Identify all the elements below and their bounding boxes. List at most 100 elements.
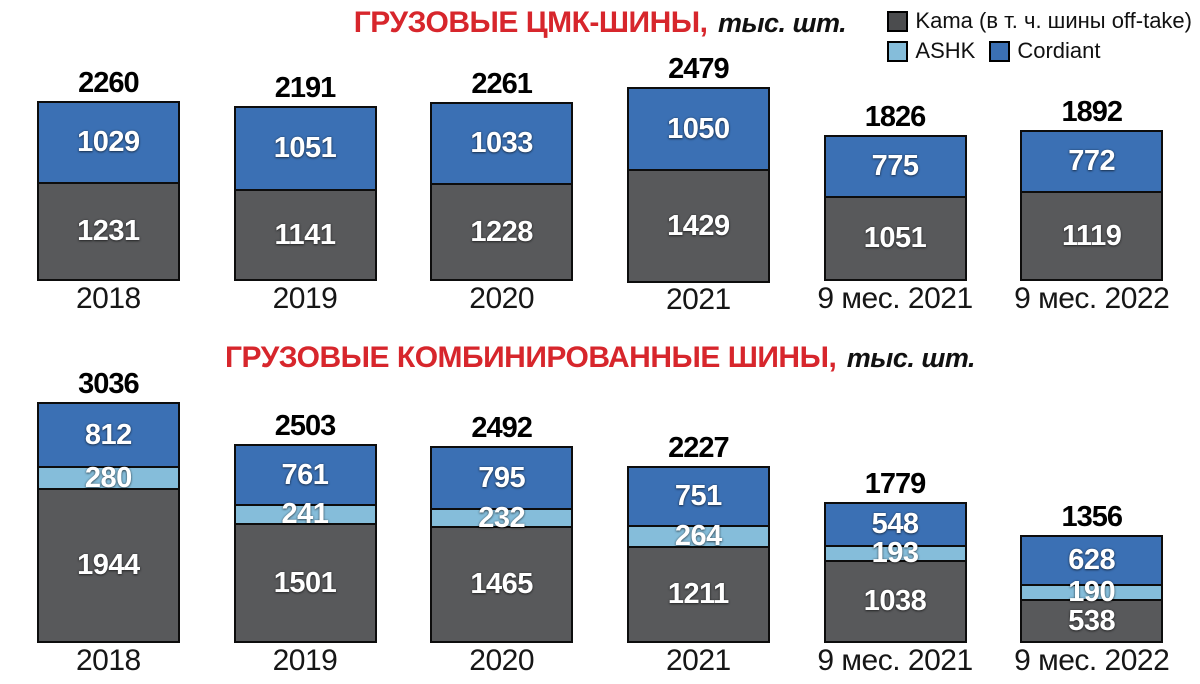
segment-cordiant: 1033 — [431, 103, 573, 184]
bar-total-label: 2503 — [274, 410, 337, 442]
stacked-bar: 751 264 1211 — [626, 466, 770, 643]
segment-kama: 1119 — [1021, 192, 1163, 280]
stacked-bar: 772 1119 — [1020, 130, 1164, 281]
legend-row-1: Kama (в т. ч. шины off-take) — [887, 8, 1192, 34]
segment-ashk: 232 — [431, 503, 573, 532]
segment-value: 775 — [871, 150, 919, 182]
chart1-title: ГРУЗОВЫЕ ЦМК-ШИНЫ, тыс. шт. — [0, 6, 1200, 45]
segment-cordiant: 812 — [37, 403, 179, 467]
stacked-bar: 775 1051 — [823, 135, 967, 281]
segment-value: 1465 — [470, 568, 533, 600]
segment-kama: 1211 — [627, 547, 769, 642]
bar-total-label: 2261 — [471, 68, 533, 100]
stacked-bar: 761 241 1501 — [233, 444, 377, 643]
segment-value: 812 — [84, 418, 132, 451]
x-axis-label: 2018 — [75, 644, 141, 677]
segment-value: 1228 — [470, 215, 533, 248]
legend-item-kama: Kama (в т. ч. шины off-take) — [887, 8, 1192, 34]
chart-combined-tires: 3036 812 280 1944 2018 2503 761 241 1501 2019 2492… — [10, 365, 1190, 679]
chart2-title-text: ГРУЗОВЫЕ КОМБИНИРОВАННЫЕ ШИНЫ, — [225, 341, 837, 374]
x-axis-label: 2021 — [665, 644, 731, 677]
segment-ashk: 280 — [37, 463, 179, 492]
segment-value: 1501 — [273, 566, 337, 599]
segment-ashk: 264 — [627, 522, 769, 551]
bar-total-label: 3036 — [78, 368, 140, 400]
segment-value: 193 — [871, 537, 919, 569]
segment-kama: 1501 — [234, 524, 376, 642]
chart1-title-unit: тыс. шт. — [717, 8, 847, 38]
segment-value: 1051 — [863, 222, 927, 254]
bar-group-2021: 2479 1050 1429 2021 — [600, 53, 797, 317]
ashk-color-swatch — [887, 40, 909, 62]
stacked-bar: 548 193 1038 — [823, 502, 967, 643]
bar-group-2018: 3036 812 280 1944 2018 — [10, 365, 207, 679]
segment-value: 548 — [871, 508, 919, 540]
segment-cordiant: 772 — [1021, 131, 1163, 192]
bar-total-label: 1892 — [1061, 96, 1123, 128]
segment-value: 751 — [674, 480, 722, 512]
segment-value: 1038 — [863, 585, 927, 617]
segment-value: 761 — [281, 458, 329, 491]
chart2-title: ГРУЗОВЫЕ КОМБИНИРОВАННЫЕ ШИНЫ, тыс. шт. — [0, 341, 1200, 380]
stacked-bar: 795 232 1465 — [430, 446, 574, 643]
bar-group-2020: 2261 1033 1228 2020 — [403, 55, 600, 317]
bar-total-label: 1779 — [864, 468, 927, 500]
chart-cmk-tires: 2260 1029 1231 2018 2191 1051 1141 2019 2261 1033… — [10, 53, 1190, 317]
bar-group-9-мес-2022: 1356 628 190 538 9 мес. 2022 — [993, 365, 1190, 679]
legend-item-ashk: ASHK — [887, 38, 975, 64]
segment-ashk: 193 — [824, 539, 966, 568]
segment-cordiant: 1051 — [234, 107, 376, 190]
segment-value: 538 — [1068, 604, 1116, 637]
segment-ashk: 190 — [1021, 578, 1163, 607]
chart2-title-unit: тыс. шт. — [846, 343, 976, 373]
chart-legend: Kama (в т. ч. шины off-take) ASHK Cordia… — [883, 8, 1192, 64]
chart1-title-text: ГРУЗОВЫЕ ЦМК-ШИНЫ, — [353, 6, 708, 39]
x-axis-label: 9 мес. 2022 — [1014, 644, 1170, 677]
bar-total-label: 2260 — [78, 67, 140, 99]
x-axis-label: 2021 — [665, 283, 731, 316]
bar-group-2021: 2227 751 264 1211 2021 — [600, 365, 797, 679]
x-axis-label: 2020 — [469, 282, 535, 315]
segment-kama: 1944 — [37, 489, 179, 642]
segment-value: 795 — [478, 461, 526, 494]
x-axis-label: 9 мес. 2021 — [817, 644, 973, 677]
legend-item-cordiant: Cordiant — [989, 38, 1101, 64]
segment-cordiant: 548 — [824, 503, 966, 546]
segment-kama: 1465 — [431, 527, 573, 642]
bar-total-label: 2492 — [471, 412, 533, 444]
stacked-bar: 1050 1429 — [626, 87, 770, 283]
segment-value: 280 — [84, 461, 132, 494]
segment-cordiant: 751 — [627, 467, 769, 526]
segment-value: 1944 — [77, 549, 140, 581]
segment-kama: 1051 — [824, 197, 966, 280]
segment-value: 772 — [1068, 145, 1116, 177]
segment-value: 1029 — [77, 126, 140, 158]
segment-value: 1050 — [667, 112, 730, 145]
segment-kama: 1231 — [37, 183, 179, 280]
segment-value: 1211 — [667, 578, 729, 610]
segment-cordiant: 775 — [824, 136, 966, 197]
segment-kama: 1429 — [627, 170, 769, 282]
segment-value: 1119 — [1062, 219, 1122, 252]
x-axis-label: 2019 — [272, 644, 338, 677]
bar-group-2019: 2191 1051 1141 2019 — [207, 55, 404, 317]
bar-group-9-мес-2022: 1892 772 1119 9 мес. 2022 — [993, 55, 1190, 317]
segment-kama: 1141 — [234, 190, 376, 280]
stacked-bar: 812 280 1944 — [36, 402, 180, 643]
segment-value: 190 — [1068, 576, 1116, 608]
bar-total-label: 1356 — [1061, 501, 1123, 533]
segment-value: 241 — [281, 498, 329, 530]
bar-total-label: 2479 — [668, 53, 730, 85]
x-axis-label: 2019 — [272, 282, 338, 315]
segment-kama: 1228 — [431, 184, 573, 280]
segment-value: 1033 — [470, 127, 533, 159]
segment-ashk: 241 — [234, 500, 376, 529]
segment-cordiant: 628 — [1021, 536, 1163, 585]
segment-cordiant: 1029 — [37, 102, 179, 183]
stacked-bar: 1033 1228 — [430, 102, 574, 281]
cordiant-color-swatch — [989, 40, 1011, 62]
x-axis-label: 2018 — [75, 282, 141, 315]
segment-value: 264 — [674, 520, 722, 552]
legend-label-kama: Kama (в т. ч. шины off-take) — [915, 8, 1192, 33]
